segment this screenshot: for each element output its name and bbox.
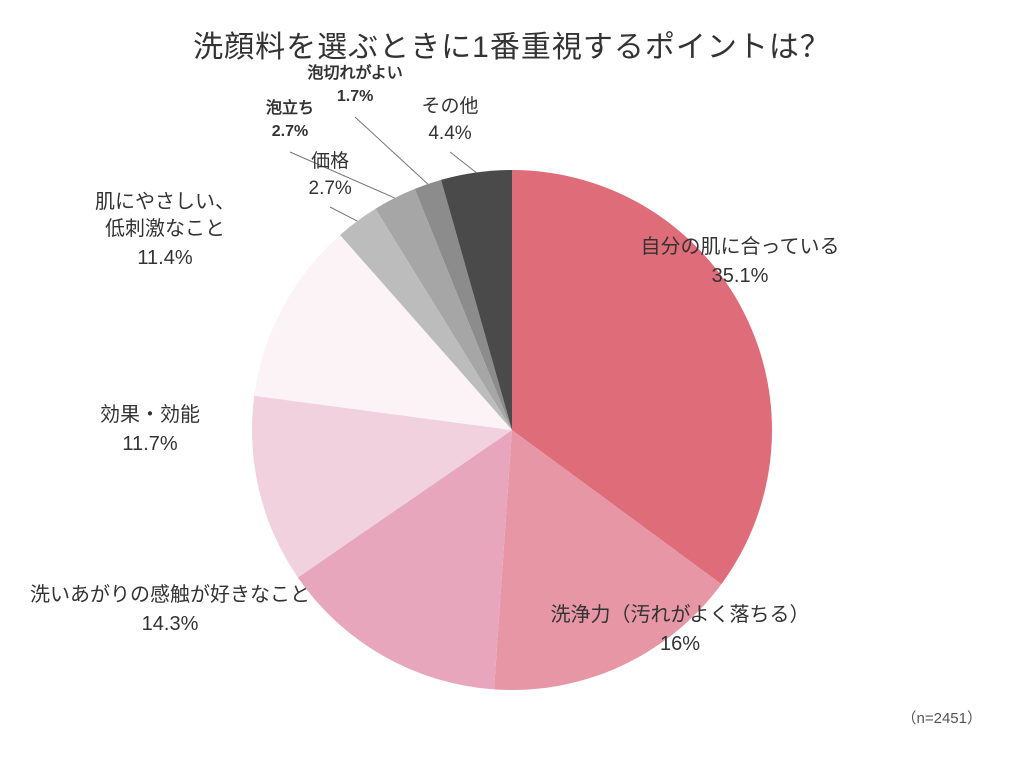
slice-label-pct: 2.7%: [309, 176, 352, 202]
slice-label-pct: 11.4%: [95, 245, 235, 272]
leader-line: [450, 152, 476, 172]
slice-label-name: 効果・効能: [100, 402, 200, 429]
slice-label-pct: 11.7%: [100, 431, 200, 458]
slice-label-pct: 2.7%: [266, 121, 314, 143]
slice-label-pct: 14.3%: [30, 611, 310, 638]
slice-label: 洗いあがりの感触が好きなこと14.3%: [30, 582, 310, 638]
slice-label: 洗浄力（汚れがよく落ちる）16%: [551, 602, 810, 658]
slice-label: 効果・効能11.7%: [100, 402, 200, 458]
slice-label-name: 洗浄力（汚れがよく落ちる）: [551, 602, 810, 629]
slice-label-name: 泡切れがよい: [308, 63, 403, 85]
pie-svg: [0, 0, 1024, 768]
slice-label-name: 価格: [309, 149, 352, 175]
slice-label-pct: 35.1%: [641, 263, 840, 290]
pie-chart: 自分の肌に合っている35.1% 洗浄力（汚れがよく落ちる）16% 洗いあがりの感触が…: [0, 0, 1024, 768]
slice-label: 肌にやさしい、低刺激なこと11.4%: [95, 189, 235, 272]
slice-label: 自分の肌に合っている35.1%: [641, 234, 840, 290]
leader-line: [330, 207, 357, 221]
slice-label: その他4.4%: [422, 94, 479, 147]
slice-label: 価格2.7%: [309, 149, 352, 202]
leader-line: [355, 117, 428, 184]
slice-label-name: 肌にやさしい、低刺激なこと: [95, 189, 235, 243]
slice-label: 泡切れがよい1.7%: [308, 63, 403, 108]
slice-label-pct: 16%: [551, 631, 810, 658]
sample-size-footnote: （n=2451）: [902, 707, 982, 728]
slice-label-pct: 1.7%: [308, 86, 403, 108]
slice-label-name: その他: [422, 94, 479, 120]
slice-label-name: 洗いあがりの感触が好きなこと: [30, 582, 310, 609]
chart-container: 洗顔料を選ぶときに1番重視するポイントは？ 自分の肌に合っている35.1%洗浄力…: [0, 0, 1024, 768]
slice-label-pct: 4.4%: [422, 121, 479, 147]
slice-label-name: 自分の肌に合っている: [641, 234, 840, 261]
